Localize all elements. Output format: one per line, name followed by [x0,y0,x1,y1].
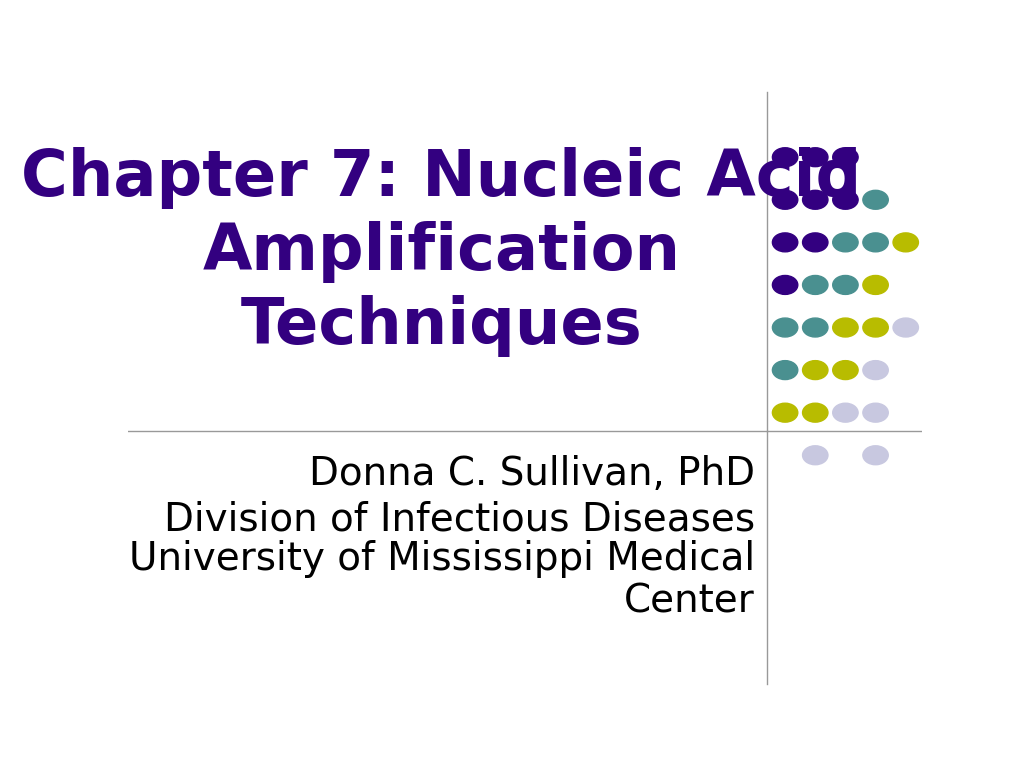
Text: Division of Infectious Diseases: Division of Infectious Diseases [164,500,755,538]
Circle shape [833,318,858,337]
Circle shape [863,318,888,337]
Text: University of Mississippi Medical
Center: University of Mississippi Medical Center [129,540,755,621]
Circle shape [833,190,858,209]
Circle shape [772,233,798,252]
Circle shape [772,190,798,209]
Circle shape [863,233,888,252]
Circle shape [833,276,858,294]
Text: Donna C. Sullivan, PhD: Donna C. Sullivan, PhD [309,455,755,492]
Text: Chapter 7: Nucleic Acid
Amplification
Techniques: Chapter 7: Nucleic Acid Amplification Te… [22,147,861,357]
Circle shape [772,318,798,337]
Circle shape [772,403,798,422]
Circle shape [772,361,798,379]
Circle shape [863,445,888,465]
Circle shape [893,233,919,252]
Circle shape [803,276,828,294]
Circle shape [772,276,798,294]
Circle shape [803,361,828,379]
Circle shape [803,190,828,209]
Circle shape [863,403,888,422]
Circle shape [863,276,888,294]
Circle shape [803,403,828,422]
Circle shape [833,147,858,167]
Circle shape [893,318,919,337]
Circle shape [863,361,888,379]
Circle shape [772,147,798,167]
Circle shape [803,233,828,252]
Circle shape [833,403,858,422]
Circle shape [803,147,828,167]
Circle shape [833,233,858,252]
Circle shape [863,190,888,209]
Circle shape [803,318,828,337]
Circle shape [803,445,828,465]
Circle shape [833,361,858,379]
